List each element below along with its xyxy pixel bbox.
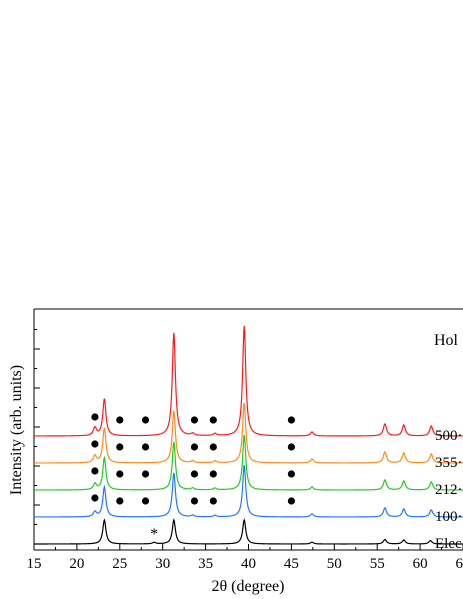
series-layer [34, 325, 463, 545]
peak-marker-dot [209, 470, 217, 478]
peak-marker-dot [190, 443, 199, 451]
annotations: * [150, 526, 158, 543]
peak-marker-dot [287, 416, 295, 424]
x-axis-label: 2θ (degree) [212, 578, 285, 595]
peak-marker-dot [141, 443, 150, 451]
panel-label: Hol [434, 332, 459, 349]
series-label: 100· [435, 509, 463, 525]
x-tick-label: 45 [284, 556, 299, 572]
x-tick-label: 40 [241, 556, 256, 572]
y-axis-ticks [34, 329, 40, 545]
peak-marker-dot [141, 416, 150, 424]
annotation-asterisk: * [150, 526, 158, 543]
peak-marker-dot [209, 416, 217, 424]
series-line-355 [34, 402, 463, 464]
peak-marker-dot [209, 443, 217, 451]
series-labels: Elec 100· 212· 355· 500· [435, 428, 463, 552]
peak-marker-dot [116, 497, 124, 505]
peak-marker-dot [287, 497, 295, 505]
series-label: Elec [435, 536, 462, 552]
peak-markers [91, 413, 295, 505]
x-tick-label: 55 [370, 556, 385, 572]
x-tick-label: 35 [198, 556, 213, 572]
peak-marker-dot [116, 416, 124, 424]
series-line-500 [34, 325, 463, 437]
x-tick-label: 20 [69, 556, 84, 572]
peak-marker-dot [141, 470, 150, 478]
x-axis-ticks: 15 20 25 30 35 40 45 50 55 60 65 [27, 544, 463, 572]
x-tick-label: 15 [27, 556, 42, 572]
series-line-Elec [34, 518, 463, 545]
peak-marker-dot [91, 413, 99, 421]
series-label: 212· [435, 482, 463, 498]
peak-marker-dot [209, 497, 217, 505]
x-tick-label: 25 [112, 556, 127, 572]
peak-marker-dot [91, 467, 99, 475]
series-label: 500· [435, 428, 463, 444]
series-line-100 [34, 464, 463, 518]
x-tick-label: 65 [456, 556, 463, 572]
x-tick-label: 50 [327, 556, 342, 572]
series-line-212 [34, 434, 463, 491]
peak-marker-dot [190, 470, 199, 478]
peak-marker-dot [190, 416, 199, 424]
peak-marker-dot [91, 494, 99, 502]
series-label: 355· [435, 455, 463, 471]
peak-marker-dot [190, 497, 199, 505]
peak-marker-dot [287, 443, 295, 451]
x-tick-label: 30 [155, 556, 170, 572]
peak-marker-dot [287, 470, 295, 478]
peak-marker-dot [116, 470, 124, 478]
plot-frame [33, 308, 463, 551]
y-axis-label: Intensity (arb. units) [8, 365, 25, 495]
peak-marker-dot [141, 497, 150, 505]
peak-marker-dot [116, 443, 124, 451]
x-tick-label: 60 [413, 556, 428, 572]
peak-marker-dot [91, 440, 99, 448]
